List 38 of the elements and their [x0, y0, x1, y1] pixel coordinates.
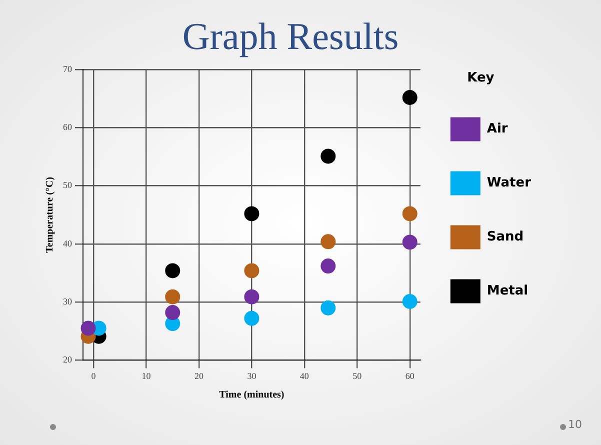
point	[80, 320, 96, 336]
y-tick-label: 20	[63, 354, 72, 365]
point	[244, 289, 260, 304]
legend-title: Key	[467, 70, 495, 86]
legend-label: Water	[486, 176, 532, 191]
y-tick-label: 60	[63, 122, 72, 132]
y-axis-title: Temperature (°C)	[44, 176, 56, 253]
y-tick-label: 70	[63, 64, 72, 74]
point	[402, 234, 418, 250]
x-tick-label: 60	[405, 370, 415, 381]
point	[244, 206, 260, 222]
x-tick-label: 30	[247, 370, 257, 381]
point	[165, 305, 180, 320]
point	[402, 294, 418, 309]
point	[165, 289, 180, 304]
x-tick-label: 40	[300, 370, 310, 381]
legend-label: Metal	[486, 284, 528, 299]
point	[320, 234, 336, 250]
point	[244, 310, 260, 326]
x-tick-label: 50	[352, 370, 362, 381]
x-tick-label: 0	[91, 370, 96, 381]
y-tick-label: 50	[63, 180, 72, 190]
chart-title: Graph Results	[182, 16, 399, 58]
legend-label: Air	[486, 122, 508, 137]
point	[320, 258, 336, 274]
x-axis-title: Time (minutes)	[219, 390, 284, 401]
y-tick-label: 30	[63, 296, 72, 306]
point	[320, 300, 336, 316]
point	[402, 206, 418, 222]
point	[320, 148, 336, 164]
legend-label: Sand	[486, 230, 524, 245]
x-tick-label: 20	[194, 370, 204, 381]
point	[402, 90, 418, 105]
y-tick-label: 40	[63, 238, 72, 248]
point	[165, 263, 180, 278]
text: 10	[568, 418, 582, 431]
point	[244, 263, 260, 278]
x-tick-label: 10	[142, 370, 152, 381]
